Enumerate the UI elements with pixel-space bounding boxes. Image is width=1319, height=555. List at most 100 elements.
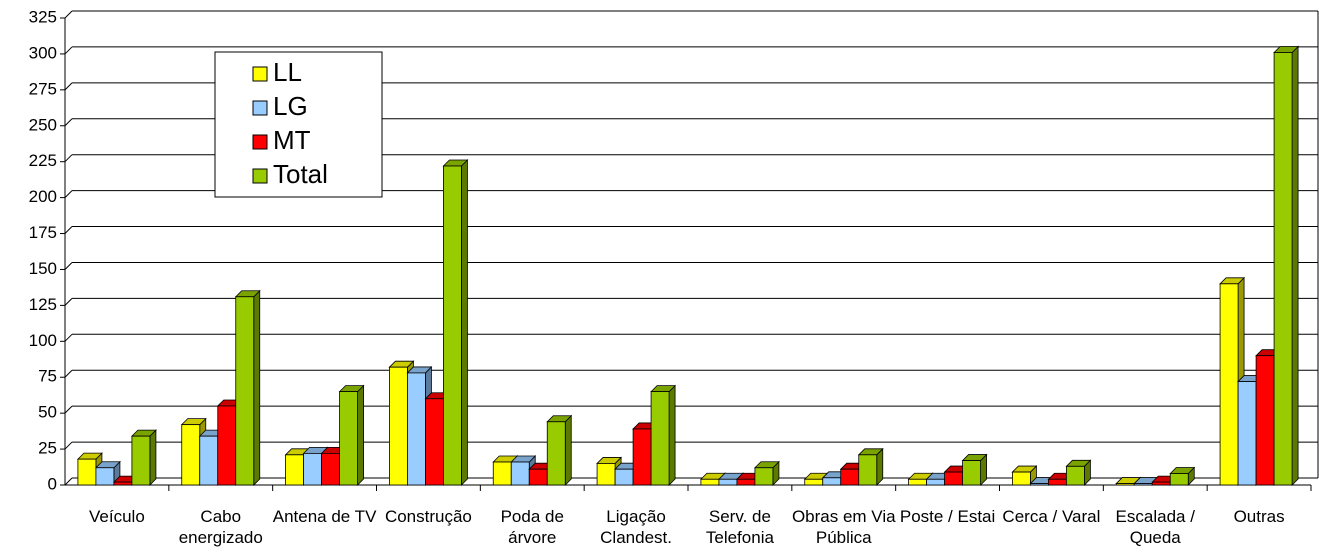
bar xyxy=(614,468,634,486)
y-tick-label: 275 xyxy=(29,79,57,98)
grid-diag xyxy=(64,333,73,342)
x-tick-label: Obras em Via Pública xyxy=(791,507,896,547)
x-tick-label: Veículo xyxy=(89,507,145,526)
legend-swatch xyxy=(252,168,268,184)
grid-diag xyxy=(64,118,73,127)
x-tick-label: Poda de árvore xyxy=(500,507,564,547)
bar xyxy=(840,468,860,486)
y-tick-label: 25 xyxy=(38,439,57,458)
bar xyxy=(407,372,426,486)
bar xyxy=(700,478,720,486)
bar xyxy=(1273,52,1293,486)
bar xyxy=(181,424,201,486)
legend-box xyxy=(214,51,383,198)
bar xyxy=(389,366,408,486)
bar-side xyxy=(253,289,261,486)
bar xyxy=(650,391,670,486)
y-tick-label: 125 xyxy=(29,295,57,314)
bar xyxy=(596,463,616,486)
bar-side xyxy=(149,429,157,486)
bar xyxy=(443,165,462,486)
bar xyxy=(1133,483,1153,486)
bar xyxy=(77,458,97,486)
y-tick-label: 250 xyxy=(29,115,57,134)
legend-label: LG xyxy=(273,91,308,121)
x-tick-label: Antena de TV xyxy=(272,507,377,526)
bar xyxy=(425,398,444,486)
y-tick-label: 225 xyxy=(29,151,57,170)
legend-label: MT xyxy=(273,125,311,155)
bar-side xyxy=(668,384,676,486)
bar xyxy=(632,428,652,486)
bar xyxy=(718,478,738,486)
grid-diag xyxy=(64,441,73,450)
bar xyxy=(303,452,322,486)
grid-diag xyxy=(64,46,73,55)
grid-diag xyxy=(64,154,73,163)
bar xyxy=(339,391,358,486)
x-tick-label: Construção xyxy=(384,507,472,526)
bar xyxy=(492,461,512,486)
bar-side xyxy=(564,414,572,486)
bar xyxy=(510,461,530,486)
grid-diag xyxy=(64,10,73,19)
bar xyxy=(736,478,756,486)
bar xyxy=(1237,381,1257,486)
bar xyxy=(1012,471,1031,486)
grid-diag xyxy=(64,298,73,306)
legend-label: Total xyxy=(273,159,328,189)
bar xyxy=(199,435,219,486)
grid-diag xyxy=(64,190,73,198)
bar xyxy=(285,454,304,486)
bar xyxy=(926,478,945,486)
x-tick-label: Ligação Clandest. xyxy=(600,507,672,547)
y-tick-label: 50 xyxy=(38,403,57,422)
bar xyxy=(944,471,963,486)
bar xyxy=(754,467,774,486)
bar xyxy=(1115,483,1135,486)
grid-diag xyxy=(64,82,73,91)
legend-label: LL xyxy=(273,57,302,87)
y-tick-label: 200 xyxy=(29,187,57,206)
bar xyxy=(822,477,842,486)
bar-side xyxy=(1291,45,1299,486)
bar xyxy=(528,468,548,486)
bar xyxy=(321,452,340,486)
bar xyxy=(113,481,133,486)
y-tick-label: 300 xyxy=(29,43,57,62)
bar xyxy=(1066,465,1085,486)
bar xyxy=(962,460,981,486)
bar-side xyxy=(461,159,468,486)
x-tick-label: Cerca / Varal xyxy=(1002,507,1101,526)
bar xyxy=(95,467,115,486)
grid-diag xyxy=(64,405,73,414)
y-tick-label: 325 xyxy=(29,7,57,26)
bar-side xyxy=(357,384,364,486)
bar xyxy=(546,421,566,486)
x-tick-label: Poste / Estai xyxy=(899,507,996,526)
y-tick-label: 150 xyxy=(29,259,57,278)
grid-diag xyxy=(64,226,73,234)
grid-diag xyxy=(64,262,73,270)
bar xyxy=(1151,481,1171,486)
x-tick-label: Escalada / Queda xyxy=(1115,507,1195,547)
y-tick-label: 175 xyxy=(29,223,57,242)
legend-swatch xyxy=(252,100,268,116)
bar xyxy=(858,454,878,486)
y-tick-label: 0 xyxy=(48,474,57,493)
bar xyxy=(1048,478,1067,486)
bar xyxy=(1255,355,1275,486)
bar xyxy=(217,405,237,486)
bar xyxy=(1030,483,1049,486)
bar xyxy=(908,478,927,486)
y-tick-label: 100 xyxy=(29,331,57,350)
grid-diag xyxy=(64,477,73,486)
x-tick-label: Cabo energizado xyxy=(178,507,263,547)
legend-swatch xyxy=(252,134,268,150)
bar xyxy=(1219,283,1239,486)
bar xyxy=(804,478,824,486)
x-tick-label: Outras xyxy=(1233,507,1285,526)
legend-swatch xyxy=(252,66,268,82)
